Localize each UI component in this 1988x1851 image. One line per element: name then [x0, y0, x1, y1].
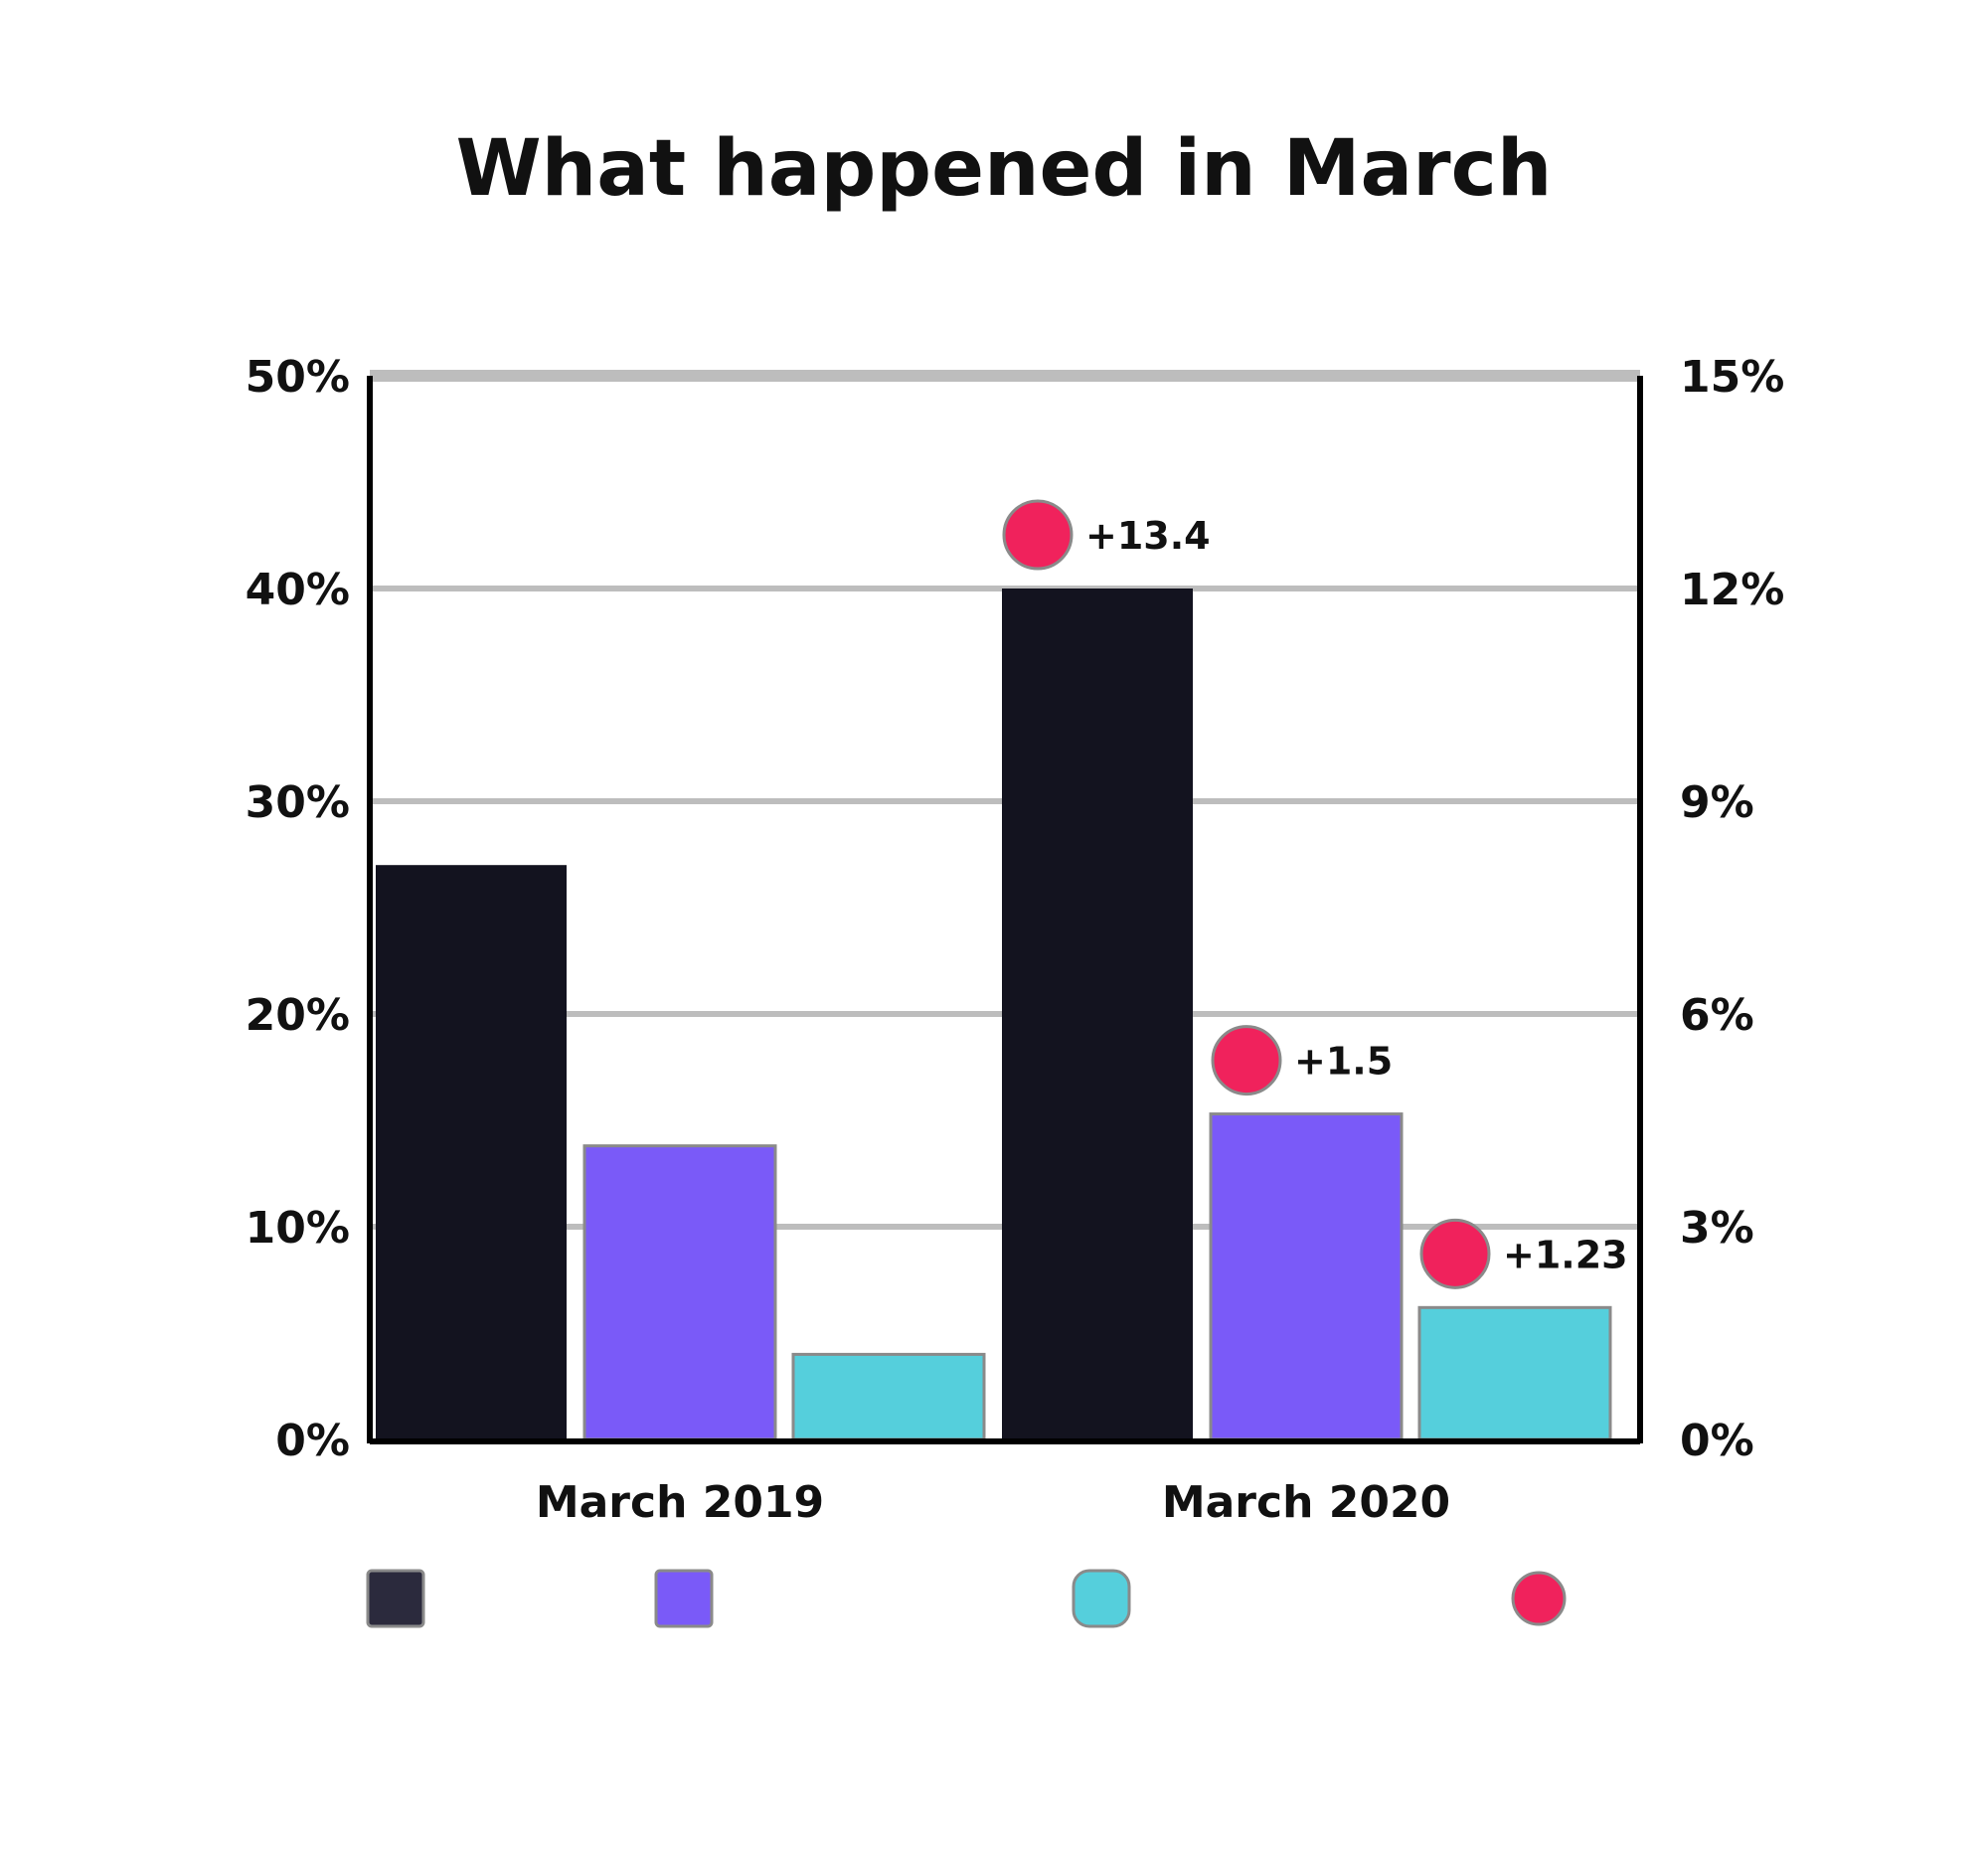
right-tick-label: 3% — [1680, 1203, 1754, 1254]
right-tick-label: 9% — [1680, 777, 1754, 828]
right-tick-label: 0% — [1680, 1416, 1754, 1466]
change-marker — [1419, 1218, 1491, 1289]
category-label: March 2019 — [536, 1477, 824, 1528]
bars — [376, 589, 1612, 1441]
change-label: +1.5 — [1294, 1040, 1393, 1084]
left-tick-label: 40% — [246, 565, 350, 615]
left-tick-label: 0% — [275, 1416, 350, 1466]
legend-swatch-marker — [1511, 1571, 1567, 1626]
legend-swatch-1 — [366, 1569, 425, 1628]
left-tick-label: 20% — [246, 990, 350, 1041]
bar-2-1 — [1002, 589, 1193, 1439]
right-tick-label: 6% — [1680, 990, 1754, 1041]
legend-swatch-2 — [654, 1569, 714, 1628]
change-label: +1.23 — [1503, 1233, 1628, 1276]
legend — [366, 1569, 1567, 1628]
bar-1-1 — [376, 865, 567, 1439]
category-labels: March 2019 March 2020 — [536, 1477, 1450, 1528]
change-marker — [1211, 1025, 1282, 1096]
bar-2-3 — [1417, 1305, 1612, 1441]
change-marker — [1002, 499, 1074, 571]
left-tick-label: 10% — [246, 1203, 350, 1254]
category-label: March 2020 — [1162, 1477, 1450, 1528]
bar-1-3 — [791, 1352, 986, 1441]
legend-swatch-3 — [1072, 1569, 1131, 1628]
left-tick-label: 50% — [246, 352, 350, 403]
right-axis-ticks: 0% 3% 6% 9% 12% 15% — [1680, 352, 1784, 1466]
change-markers: +13.4 +1.5 +1.23 — [1002, 499, 1628, 1289]
left-axis-ticks: 0% 10% 20% 30% 40% 50% — [246, 352, 350, 1466]
bar-2-2 — [1209, 1112, 1404, 1441]
right-tick-label: 12% — [1680, 565, 1784, 615]
axes — [367, 376, 1643, 1444]
bar-1-2 — [582, 1144, 777, 1441]
change-label: +13.4 — [1085, 514, 1211, 558]
right-tick-label: 15% — [1680, 352, 1784, 403]
left-tick-label: 30% — [246, 777, 350, 828]
chart-title: What happened in March — [456, 124, 1553, 214]
